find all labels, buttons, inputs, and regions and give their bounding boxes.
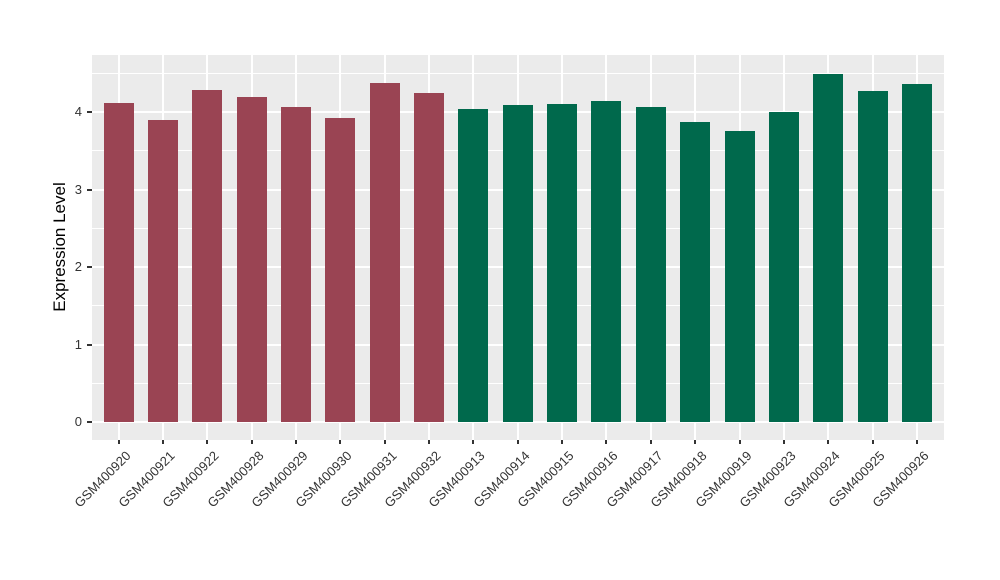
- x-tick-mark: [383, 440, 386, 444]
- bar: [635, 106, 666, 422]
- x-tick-mark: [117, 440, 120, 444]
- x-tick-mark: [516, 440, 519, 444]
- y-tick-mark: [87, 188, 92, 191]
- x-tick-mark: [561, 440, 564, 444]
- bar: [813, 74, 844, 422]
- x-tick-mark: [738, 440, 741, 444]
- x-tick-mark: [472, 440, 475, 444]
- x-tick-mark: [605, 440, 608, 444]
- bar: [414, 92, 445, 422]
- bar: [369, 82, 400, 422]
- x-tick-mark: [206, 440, 209, 444]
- bar: [680, 122, 711, 422]
- x-tick-mark: [649, 440, 652, 444]
- x-tick-mark: [694, 440, 697, 444]
- x-tick-mark: [428, 440, 431, 444]
- bar: [192, 89, 223, 422]
- y-tick-label: 2: [74, 259, 82, 274]
- x-tick-mark: [294, 440, 297, 444]
- bar: [901, 84, 932, 422]
- bar: [547, 104, 578, 422]
- y-tick-mark: [87, 266, 92, 268]
- bar: [857, 91, 888, 422]
- x-tick-mark: [782, 440, 785, 444]
- bar: [768, 112, 799, 422]
- bar: [103, 103, 134, 422]
- bar: [502, 105, 533, 422]
- x-tick-mark: [827, 440, 830, 444]
- y-axis-title: Expression Level: [50, 182, 69, 312]
- bar: [325, 118, 356, 422]
- x-tick-mark: [871, 440, 874, 444]
- y-tick-label: 3: [74, 181, 82, 197]
- bar: [280, 107, 311, 422]
- y-tick-label: 0: [74, 414, 82, 429]
- bar: [724, 131, 755, 422]
- y-tick-mark: [87, 343, 92, 346]
- bar: [147, 119, 178, 422]
- y-tick-label: 1: [74, 336, 82, 352]
- bar: [236, 96, 267, 422]
- y-tick-mark: [87, 421, 92, 423]
- y-tick-mark: [87, 111, 92, 113]
- plot-panel: [92, 55, 944, 440]
- bar: [591, 101, 622, 422]
- bar: [458, 108, 489, 422]
- x-tick-mark: [161, 440, 164, 444]
- y-tick-label: 4: [74, 104, 82, 119]
- x-tick-mark: [915, 440, 918, 444]
- x-tick-mark: [250, 440, 253, 444]
- x-tick-mark: [339, 440, 342, 444]
